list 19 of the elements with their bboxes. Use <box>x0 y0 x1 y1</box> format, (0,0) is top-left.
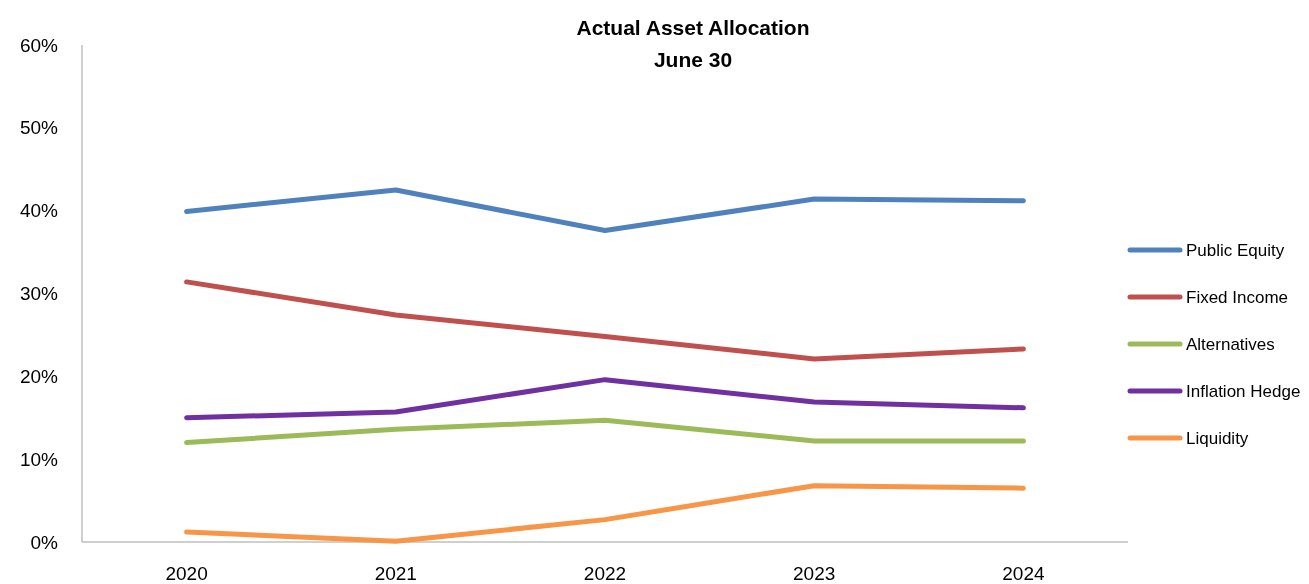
x-tick-label: 2020 <box>165 563 208 584</box>
legend-label: Public Equity <box>1186 240 1285 260</box>
y-tick-label: 50% <box>19 117 59 139</box>
chart-subtitle: June 30 <box>653 48 733 71</box>
y-tick-label: 60% <box>19 34 59 56</box>
legend-label: Fixed Income <box>1186 287 1289 307</box>
y-tick-label: 40% <box>19 200 59 222</box>
x-tick-label: 2022 <box>583 563 627 584</box>
y-tick-label: 0% <box>30 531 59 553</box>
legend-label: Inflation Hedge <box>1186 381 1301 401</box>
y-tick-label: 10% <box>19 448 59 470</box>
legend-label: Liquidity <box>1186 428 1249 448</box>
x-tick-label: 2021 <box>374 563 417 584</box>
chart-title: Actual Asset Allocation <box>576 16 810 39</box>
y-tick-label: 20% <box>19 365 59 387</box>
y-tick-label: 30% <box>19 283 59 305</box>
x-tick-label: 2024 <box>1002 563 1045 584</box>
x-tick-label: 2023 <box>793 563 836 584</box>
legend-label: Alternatives <box>1186 334 1275 354</box>
